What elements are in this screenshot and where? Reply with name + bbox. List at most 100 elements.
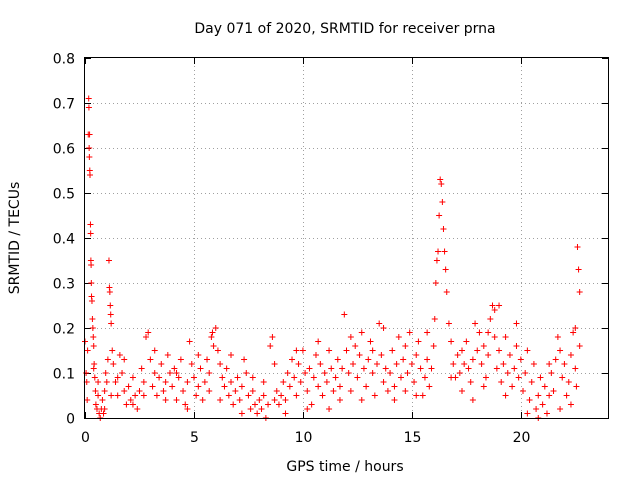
- data-point: [502, 392, 509, 399]
- data-point: [175, 374, 182, 381]
- data-point: [469, 397, 476, 403]
- data-point: [85, 104, 92, 111]
- data-point: [328, 365, 335, 372]
- data-point: [271, 397, 278, 403]
- data-point: [86, 154, 93, 160]
- data-point: [419, 392, 426, 399]
- data-point: [448, 374, 455, 381]
- data-point: [491, 307, 498, 313]
- data-point: [140, 392, 147, 399]
- data-point: [442, 266, 449, 273]
- data-point: [197, 365, 204, 372]
- data-point: [441, 248, 448, 255]
- data-point: [284, 370, 291, 376]
- data-point: [109, 347, 116, 354]
- data-point: [454, 352, 461, 358]
- data-point: [90, 334, 97, 340]
- data-point: [180, 388, 187, 394]
- data-point: [188, 361, 195, 367]
- data-point: [391, 397, 398, 403]
- data-point: [199, 397, 206, 403]
- data-point: [380, 379, 387, 385]
- data-point: [306, 365, 313, 372]
- data-point: [173, 397, 180, 403]
- data-point: [90, 343, 97, 349]
- data-point: [554, 334, 561, 340]
- data-point: [567, 352, 574, 358]
- data-point: [440, 226, 447, 232]
- data-point: [88, 298, 95, 304]
- data-point: [408, 361, 415, 367]
- data-point: [140, 379, 147, 385]
- data-point: [319, 392, 326, 399]
- data-point: [530, 361, 537, 367]
- data-point: [116, 352, 123, 358]
- data-point: [299, 347, 306, 354]
- data-point: [280, 379, 287, 385]
- data-point: [121, 356, 128, 363]
- data-point: [533, 406, 540, 412]
- data-point: [326, 347, 333, 354]
- data-point: [208, 334, 215, 340]
- data-point: [526, 397, 533, 403]
- data-point: [561, 361, 568, 367]
- data-point: [83, 370, 90, 376]
- data-point: [95, 379, 102, 385]
- data-point: [87, 172, 94, 178]
- data-point: [88, 280, 95, 286]
- data-point: [334, 356, 341, 363]
- data-point: [160, 388, 167, 394]
- data-point: [389, 347, 396, 354]
- data-point: [136, 388, 143, 394]
- y-tick-label: 0.6: [53, 142, 75, 158]
- data-point: [297, 379, 304, 385]
- data-point: [550, 388, 557, 394]
- data-point: [89, 316, 96, 322]
- data-point: [100, 410, 107, 417]
- data-point: [275, 401, 282, 408]
- data-point: [557, 347, 564, 354]
- data-point: [169, 383, 176, 390]
- data-point: [358, 329, 365, 336]
- data-point: [204, 356, 211, 363]
- data-point: [291, 374, 298, 381]
- data-point: [576, 343, 583, 349]
- data-point: [89, 325, 96, 331]
- data-point: [406, 329, 413, 336]
- data-point: [145, 329, 152, 336]
- data-point: [513, 320, 520, 327]
- data-point: [469, 356, 476, 363]
- data-point: [354, 374, 361, 381]
- data-point: [397, 374, 404, 381]
- data-point: [110, 361, 117, 367]
- data-point: [101, 406, 108, 412]
- data-point: [438, 181, 445, 187]
- data-point: [404, 370, 411, 376]
- data-point: [106, 289, 113, 295]
- data-point: [485, 352, 492, 358]
- data-point: [436, 212, 443, 219]
- data-point: [210, 343, 217, 349]
- data-point: [520, 388, 527, 394]
- y-tick-label: 0.5: [53, 187, 75, 203]
- data-point: [129, 401, 136, 408]
- data-point: [254, 410, 261, 417]
- data-point: [326, 406, 333, 412]
- data-point: [84, 397, 91, 403]
- data-point: [426, 383, 433, 390]
- tick-labels: 0 0.1 0.2 0.3 0.4 0.5 0.6 0.7 0.8 0 5 10 15 20: [53, 52, 531, 447]
- data-point: [489, 302, 496, 309]
- data-point: [158, 361, 165, 367]
- data-point: [162, 379, 169, 385]
- data-point: [129, 374, 136, 381]
- data-point: [302, 370, 309, 376]
- data-point: [474, 347, 481, 354]
- data-point: [435, 248, 442, 255]
- data-point: [193, 392, 200, 399]
- y-tick-label: 0.4: [53, 232, 75, 248]
- y-tick-label: 0.3: [53, 277, 75, 293]
- data-point: [352, 343, 359, 349]
- data-point: [304, 388, 311, 394]
- x-tick-label: 10: [295, 430, 313, 446]
- data-point: [374, 361, 381, 367]
